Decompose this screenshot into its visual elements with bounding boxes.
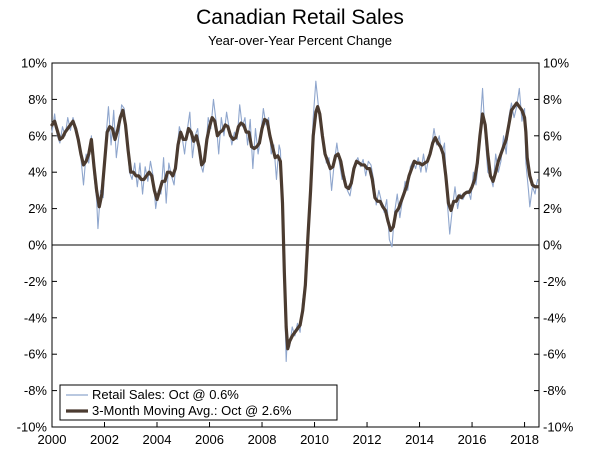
y-tick-label-left: 4% xyxy=(28,165,47,180)
y-tick-label-right: 0% xyxy=(543,238,562,253)
chart-title: Canadian Retail Sales xyxy=(196,6,404,29)
y-tick-label-left: 0% xyxy=(28,238,47,253)
x-axis: 2000 2002 2004 2006 2008 2010 2012 2014 2016 2018 xyxy=(38,422,539,447)
x-tick-label: 2018 xyxy=(510,432,539,447)
y-tick-label-left: -8% xyxy=(24,383,48,398)
y-tick-label-right: -6% xyxy=(543,347,567,362)
x-tick-label: 2008 xyxy=(248,432,277,447)
y-tick-label-left: -4% xyxy=(24,310,48,325)
x-tick-label: 2016 xyxy=(458,432,487,447)
chart-subtitle: Year-over-Year Percent Change xyxy=(207,33,393,48)
y-tick-label-right: -2% xyxy=(543,274,567,289)
legend-box xyxy=(59,384,338,421)
x-tick-label: 2006 xyxy=(195,432,224,447)
legend: Retail Sales: Oct @ 0.6% 3-Month Moving … xyxy=(59,384,338,421)
y-tick-label-right: 8% xyxy=(543,92,562,107)
x-tick-label: 2014 xyxy=(405,432,434,447)
y-tick-label-right: 10% xyxy=(543,56,569,71)
y-tick-label-right: 6% xyxy=(543,128,562,143)
y-tick-label-left: 6% xyxy=(28,128,47,143)
y-tick-label-left: -10% xyxy=(17,420,48,435)
y-tick-label-right: 2% xyxy=(543,201,562,216)
x-tick-label: 2000 xyxy=(38,432,67,447)
y-axis-right: -10% -8% -6% -4% -2% 0% 2% 4% 6% 8% 10% xyxy=(534,56,574,435)
legend-label-moving-avg: 3-Month Moving Avg.: Oct @ 2.6% xyxy=(92,403,292,418)
y-tick-label-right: 4% xyxy=(543,165,562,180)
x-tick-label: 2004 xyxy=(143,432,172,447)
y-tick-label-right: -10% xyxy=(543,420,574,435)
series-layer xyxy=(50,80,540,363)
y-tick-label-left: -6% xyxy=(24,347,48,362)
x-tick-label: 2010 xyxy=(300,432,329,447)
y-tick-label-left: 8% xyxy=(28,92,47,107)
y-tick-label-right: -4% xyxy=(543,310,567,325)
x-tick-label: 2012 xyxy=(353,432,382,447)
x-tick-label: 2002 xyxy=(90,432,119,447)
legend-label-retail-sales: Retail Sales: Oct @ 0.6% xyxy=(92,387,239,402)
y-tick-label-left: -2% xyxy=(24,274,48,289)
y-tick-label-right: -8% xyxy=(543,383,567,398)
series-line-moving-avg xyxy=(50,101,540,351)
y-axis-left: -10% -8% -6% -4% -2% 0% 2% 4% 6% 8% 10% xyxy=(17,56,57,435)
y-tick-label-left: 2% xyxy=(28,201,47,216)
y-tick-label-left: 10% xyxy=(21,56,47,71)
